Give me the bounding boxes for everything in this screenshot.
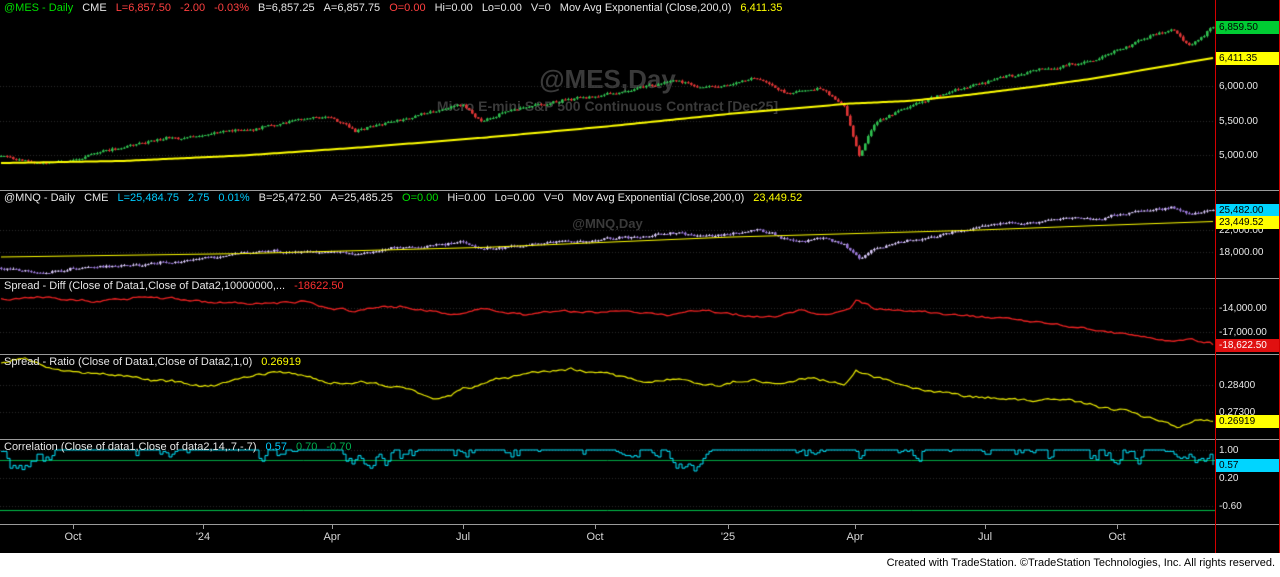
header-segment: L=6,857.50	[115, 2, 172, 14]
pane-separator	[0, 524, 1280, 525]
time-label[interactable]: Apr	[323, 531, 341, 543]
header-segment: V=0	[530, 2, 551, 14]
pane-separator	[0, 278, 1280, 279]
header-segment: O=0.00	[389, 2, 426, 14]
axis-label: 5,500.00	[1219, 116, 1258, 127]
time-tick	[595, 525, 596, 529]
chart-area[interactable]: @MES,DayMicro E-mini S&P 500 Continuous …	[0, 0, 1215, 524]
header-segment: 23,449.52	[753, 192, 803, 204]
axis-badge: 23,449.52	[1216, 216, 1280, 229]
time-tick	[463, 525, 464, 529]
time-label[interactable]: Oct	[586, 531, 604, 543]
time-tick	[73, 525, 74, 529]
price-axis[interactable]: 6,000.00 5,500.00 5,000.00 6,859.50 6,411.35…	[1216, 0, 1280, 553]
axis-label: 18,000.00	[1219, 247, 1264, 258]
header-segment: @MES - Daily	[4, 2, 74, 14]
copyright-text: Created with TradeStation. ©TradeStation…	[886, 557, 1275, 569]
header-segment: -18622.50	[294, 280, 344, 292]
time-tick	[1117, 525, 1118, 529]
time-axis[interactable]: Oct '24 Apr Jul Oct '25 Apr Jul Oct	[0, 524, 1215, 553]
header-segment: Spread - Diff (Close of Data1,Close of D…	[4, 280, 286, 292]
time-label[interactable]: '25	[720, 531, 736, 543]
axis-badge: 6,859.50	[1216, 21, 1280, 34]
pane-correlation[interactable]: Correlation (Close of data1,Close of dat…	[0, 439, 1215, 524]
header-segment: @MNQ - Daily	[4, 192, 76, 204]
footer: Created with TradeStation. ©TradeStation…	[0, 553, 1280, 577]
axis-border-line	[1215, 0, 1216, 553]
pane-header-spread-diff: Spread - Diff (Close of Data1,Close of D…	[4, 280, 353, 292]
header-segment: Correlation (Close of data1,Close of dat…	[4, 441, 257, 453]
pane-spread-diff[interactable]: Spread - Diff (Close of Data1,Close of D…	[0, 278, 1215, 354]
axis-label: 5,000.00	[1219, 150, 1258, 161]
time-tick	[332, 525, 333, 529]
time-label[interactable]: Jul	[977, 531, 993, 543]
time-label[interactable]: '24	[195, 531, 211, 543]
axis-label: -17,000.00	[1219, 327, 1267, 338]
pane-header-correlation: Correlation (Close of data1,Close of dat…	[4, 441, 360, 453]
axis-label: 22,000.00	[1219, 225, 1264, 236]
header-segment: Lo=0.00	[481, 2, 522, 14]
axis-badge: 25,482.00	[1216, 204, 1280, 217]
header-segment: 0.26919	[261, 356, 302, 368]
header-segment: Lo=0.00	[494, 192, 535, 204]
header-segment: 0.01%	[218, 192, 250, 204]
header-segment: 0.57	[265, 441, 287, 453]
header-segment: Spread - Ratio (Close of Data1,Close of …	[4, 356, 253, 368]
header-segment: Hi=0.00	[447, 192, 486, 204]
header-segment: CME	[82, 2, 107, 14]
mes-plot[interactable]	[0, 0, 1215, 190]
header-segment: 6,411.35	[740, 2, 783, 14]
header-segment: L=25,484.75	[117, 192, 179, 204]
time-tick	[203, 525, 204, 529]
header-segment: B=6,857.25	[258, 2, 315, 14]
header-segment: O=0.00	[402, 192, 439, 204]
header-segment: -2.00	[180, 2, 206, 14]
header-segment: -0.03%	[214, 2, 249, 14]
header-segment: Mov Avg Exponential (Close,200,0)	[559, 2, 732, 14]
header-segment: 0.70	[295, 441, 318, 453]
axis-badge: -18,622.50	[1216, 339, 1280, 352]
header-segment: A=6,857.75	[323, 2, 381, 14]
axis-label: -14,000.00	[1219, 303, 1267, 314]
correlation-plot[interactable]	[0, 439, 1215, 524]
pane-mnq[interactable]: @MNQ,Day@MNQ - DailyCMEL=25,484.752.750.…	[0, 190, 1215, 278]
spread-ratio-plot[interactable]	[0, 354, 1215, 439]
pane-separator	[0, 354, 1280, 355]
spread-diff-plot[interactable]	[0, 278, 1215, 354]
time-label[interactable]: Apr	[846, 531, 864, 543]
time-label[interactable]: Oct	[1108, 531, 1126, 543]
mnq-plot[interactable]	[0, 190, 1215, 278]
axis-badge: 0.26919	[1216, 415, 1280, 428]
pane-header-mes: @MES - Daily CME L=6,857.50 -2.00 -0.03% B=6,…	[4, 2, 791, 14]
header-segment: A=25,485.25	[330, 192, 394, 204]
header-segment: 2.75	[188, 192, 210, 204]
time-tick	[855, 525, 856, 529]
time-label[interactable]: Jul	[455, 531, 471, 543]
axis-label: 6,000.00	[1219, 81, 1258, 92]
axis-label: -0.60	[1219, 501, 1242, 512]
axis-badge: 6,411.35	[1216, 52, 1280, 65]
time-label[interactable]: Oct	[64, 531, 82, 543]
header-segment: Hi=0.00	[434, 2, 473, 14]
pane-header-spread-ratio: Spread - Ratio (Close of Data1,Close of …	[4, 356, 310, 368]
header-segment: CME	[84, 192, 109, 204]
pane-separator	[0, 190, 1280, 191]
time-tick	[985, 525, 986, 529]
header-segment: V=0	[543, 192, 564, 204]
header-segment: B=25,472.50	[258, 192, 322, 204]
pane-separator	[0, 439, 1280, 440]
time-tick	[728, 525, 729, 529]
axis-badge: 0.57	[1216, 459, 1280, 472]
axis-label: 0.27300	[1219, 407, 1256, 418]
header-segment: -0.70	[326, 441, 352, 453]
axis-label: 0.20	[1219, 473, 1239, 484]
pane-header-mnq: @MNQ - Daily CME L=25,484.75 2.75 0.01% B=25,…	[4, 192, 811, 204]
header-segment: Mov Avg Exponential (Close,200,0)	[572, 192, 745, 204]
axis-label: 1.00	[1219, 445, 1239, 456]
pane-spread-ratio[interactable]: Spread - Ratio (Close of Data1,Close of …	[0, 354, 1215, 439]
axis-label: 0.28400	[1219, 380, 1256, 391]
pane-mes[interactable]: @MES,DayMicro E-mini S&P 500 Continuous …	[0, 0, 1215, 190]
